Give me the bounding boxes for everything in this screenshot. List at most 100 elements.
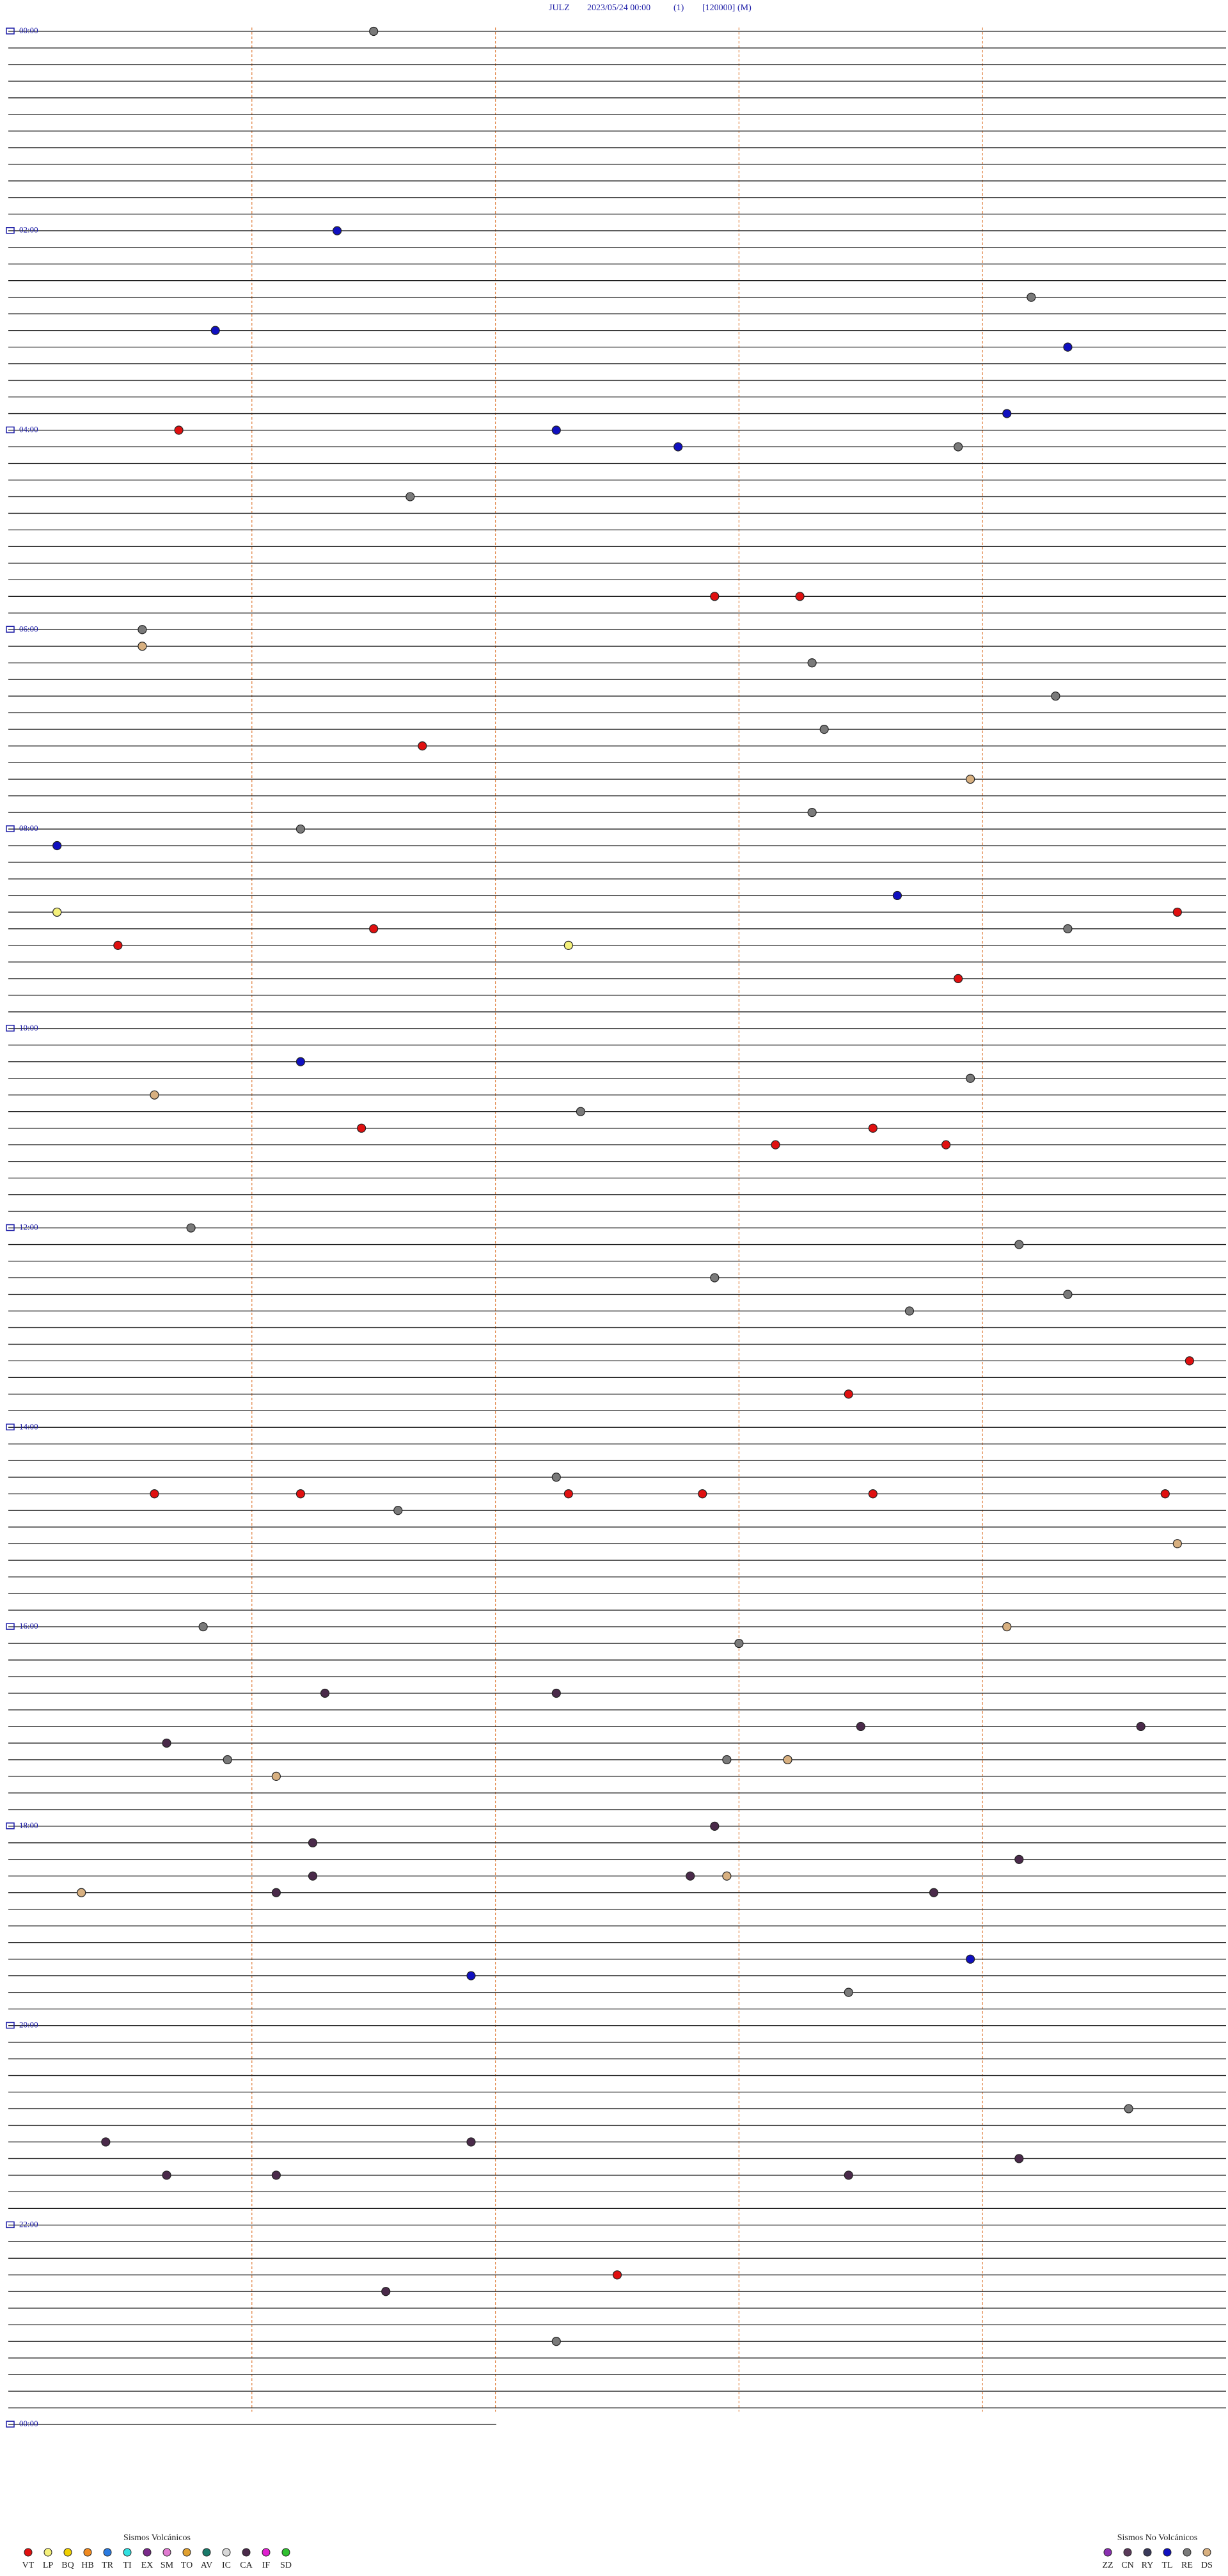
event-marker [612, 2270, 622, 2280]
event-marker [1014, 1854, 1024, 1864]
event-marker [52, 841, 62, 851]
event-marker [941, 1140, 951, 1150]
event-marker [369, 924, 379, 934]
legend-swatch [43, 2548, 52, 2557]
legend-code: EX [141, 2561, 154, 2570]
hour-marker [6, 1822, 15, 1829]
legend-code: TI [123, 2561, 132, 2570]
event-marker [320, 1688, 330, 1698]
legend-code: TL [1161, 2561, 1172, 2570]
legend-swatch [103, 2548, 112, 2557]
legend-code: BQ [61, 2561, 74, 2570]
legend-code: HB [81, 2561, 93, 2570]
event-marker [295, 1057, 306, 1066]
event-marker [966, 1073, 975, 1083]
event-marker [551, 1688, 561, 1698]
event-marker [271, 2170, 281, 2180]
legend-swatch [1163, 2548, 1172, 2557]
hour-marker [6, 426, 15, 434]
legend-swatch [123, 2548, 132, 2557]
event-marker [710, 1821, 720, 1831]
event-marker [162, 1738, 171, 1748]
event-marker [1063, 342, 1073, 352]
legend-code: IC [222, 2561, 231, 2570]
event-marker [162, 2170, 171, 2180]
event-marker [551, 1473, 561, 1482]
scale: [120000] [702, 3, 735, 13]
event-marker [710, 1273, 720, 1283]
legend-code: RY [1142, 2561, 1154, 2570]
event-marker [405, 492, 415, 502]
legend-swatch [262, 2548, 271, 2557]
event-marker [295, 824, 306, 834]
event-marker [551, 425, 561, 435]
event-marker [150, 1489, 159, 1499]
event-marker [673, 442, 683, 452]
event-marker [332, 226, 342, 235]
event-marker [52, 907, 62, 917]
event-marker [722, 1871, 732, 1881]
hour-label: 14:00 [19, 1421, 38, 1431]
event-marker [150, 1090, 159, 1100]
legend-code: ZZ [1102, 2561, 1113, 2570]
event-marker [819, 725, 829, 734]
event-marker [210, 326, 220, 335]
event-marker [868, 1489, 878, 1499]
event-marker [369, 26, 379, 36]
legend-code: CN [1121, 2561, 1133, 2570]
event-marker [954, 974, 963, 983]
legend-swatch [143, 2548, 152, 2557]
event-marker [710, 592, 720, 601]
event-marker [271, 1771, 281, 1781]
event-marker [295, 1489, 306, 1499]
event-marker [1185, 1356, 1194, 1366]
event-marker [844, 2170, 853, 2180]
event-marker [1063, 924, 1073, 934]
hour-label: 20:00 [19, 2020, 38, 2030]
hour-label: 10:00 [19, 1023, 38, 1032]
event-marker [1124, 2104, 1133, 2114]
event-marker [795, 592, 805, 601]
hour-marker [6, 2221, 15, 2229]
hour-marker [6, 2421, 15, 2428]
events [52, 26, 1194, 2346]
hour-label: 02:00 [19, 225, 38, 235]
event-marker [807, 807, 817, 818]
legend-code: RE [1181, 2561, 1193, 2570]
event-marker [966, 774, 975, 784]
event-marker [1136, 1721, 1145, 1732]
event-marker [418, 741, 427, 751]
event-marker [563, 940, 573, 951]
legend-title: Sismos No Volcánicos [1117, 2533, 1198, 2543]
event-marker [722, 1755, 732, 1765]
hour-marker [6, 825, 15, 832]
event-marker [77, 1888, 86, 1897]
event-marker [198, 1622, 208, 1632]
legend-code: AV [201, 2561, 212, 2570]
legend-code: DS [1201, 2561, 1213, 2570]
event-marker [1051, 691, 1060, 701]
legend-swatch [182, 2548, 191, 2557]
legend-swatch [281, 2548, 290, 2557]
hour-label: 04:00 [19, 425, 38, 434]
event-marker [357, 1123, 366, 1133]
event-marker [113, 940, 123, 951]
event-marker [1160, 1489, 1170, 1499]
grid [251, 28, 983, 2412]
event-marker [308, 1871, 318, 1881]
legend-swatch [242, 2548, 251, 2557]
hour-marker [6, 1623, 15, 1630]
event-marker [174, 425, 184, 435]
event-marker [1172, 907, 1182, 917]
legend-code: LP [43, 2561, 54, 2570]
event-marker [807, 658, 817, 668]
legend-swatch [63, 2548, 72, 2557]
hour-label: 08:00 [19, 823, 38, 833]
legend-code: CA [240, 2561, 253, 2570]
hour-label: 00:00 [19, 2419, 38, 2428]
hour-label: 12:00 [19, 1222, 38, 1232]
event-marker [771, 1140, 780, 1150]
hour-marker [6, 1224, 15, 1231]
